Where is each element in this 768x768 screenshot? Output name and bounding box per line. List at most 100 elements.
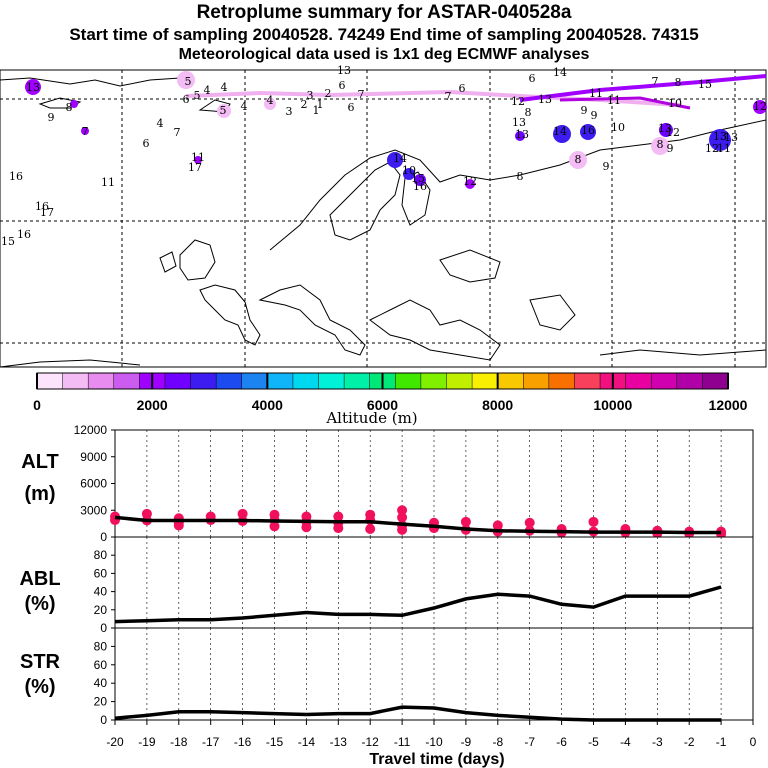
x-tick-label: -17 <box>202 735 220 749</box>
map-day-label: 1 <box>313 104 320 117</box>
map-day-label: 11 <box>717 142 731 155</box>
colorbar-swatch <box>574 372 601 390</box>
x-tick-label: -10 <box>425 735 443 749</box>
plume-cluster-dot <box>515 131 525 141</box>
altitude-point <box>333 523 344 534</box>
x-tick-label: -13 <box>330 735 348 749</box>
colorbar-swatch <box>62 372 89 390</box>
map-day-label: 6 <box>143 137 150 150</box>
series-line <box>114 585 722 624</box>
map-day-label: 16 <box>581 124 595 137</box>
colorbar-swatch <box>318 372 345 390</box>
panel-ylabel: ALT <box>21 451 58 473</box>
plume-cluster-dot <box>651 137 669 155</box>
colorbar-swatch <box>676 372 704 390</box>
y-tick-label: 0 <box>100 713 107 727</box>
map-day-label: 13 <box>337 64 351 77</box>
map-day-label: 9 <box>667 142 674 155</box>
panel-ylabel-unit: (%) <box>24 593 55 615</box>
plume-track-east <box>559 96 691 110</box>
x-tick-label: -5 <box>588 735 599 749</box>
panel-ylabel-unit: (m) <box>24 483 55 505</box>
map-day-label: 8 <box>575 153 582 166</box>
plume-track-upper <box>519 74 767 102</box>
map-day-label: 13 <box>512 116 526 129</box>
map-frame <box>0 69 767 368</box>
colorbar-swatch <box>113 372 141 390</box>
plume-cluster-dot <box>264 98 276 110</box>
map-day-label: 6 <box>459 82 466 95</box>
map-day-label: 9 <box>581 104 588 117</box>
plume-cluster-dot <box>25 79 41 95</box>
panel-ylabel-unit: (%) <box>24 676 55 698</box>
colorbar-swatch <box>36 372 64 390</box>
map-day-label: 11 <box>589 87 603 100</box>
map-day-label: 16 <box>35 200 49 213</box>
plume-clusters <box>25 71 767 189</box>
panel-alt: 12000 9000 6000 3000 0 ALT (m) <box>21 423 754 544</box>
map-day-label: 6 <box>183 93 190 106</box>
plume-cluster-dot <box>217 104 231 118</box>
x-tick-label: -7 <box>524 735 535 749</box>
panel-ylabel: ABL <box>19 568 60 590</box>
y-tick-label: 40 <box>94 585 108 599</box>
colorbar-tick-label: 2000 <box>137 397 168 413</box>
colorbar-swatch <box>164 372 192 390</box>
altitude-point <box>588 516 599 527</box>
colorbar-swatch <box>471 372 499 390</box>
y-tick-label: 20 <box>94 695 108 709</box>
colorbar-swatch <box>625 372 652 390</box>
x-tick-label: -14 <box>298 735 316 749</box>
map-day-label: 11 <box>607 94 621 107</box>
colorbar-tick-label: 10000 <box>593 397 632 413</box>
colorbar-swatch <box>702 372 729 390</box>
map-day-label: 8 <box>517 170 524 183</box>
map-day-label: 7 <box>445 90 452 103</box>
map-day-label: 10 <box>402 164 416 177</box>
map-day-label: 5 <box>220 104 227 117</box>
x-tick-label: -18 <box>170 735 188 749</box>
colorbar-swatch <box>267 372 294 390</box>
altitude-point <box>301 522 312 533</box>
altitude-point <box>397 505 408 516</box>
y-tick-label: 6000 <box>80 477 107 491</box>
map-day-label: 1 <box>317 98 324 111</box>
y-tick-label: 80 <box>94 548 108 562</box>
x-tick-label: -6 <box>556 735 567 749</box>
map-day-label: 7 <box>358 88 365 101</box>
map-day-label: 16 <box>9 170 23 183</box>
x-tick-label: -11 <box>394 735 411 749</box>
map-day-label: 15 <box>411 172 425 185</box>
map-day-label: 14 <box>393 152 407 165</box>
map-day-label: 14 <box>553 125 567 138</box>
colorbar-swatch <box>395 372 422 390</box>
y-tick-label: 0 <box>100 621 107 635</box>
map-day-label: 4 <box>157 117 164 130</box>
colorbar-label: Altitude (m) <box>325 409 417 427</box>
altitude-point <box>269 521 280 532</box>
map-day-label: 7 <box>82 125 89 138</box>
x-tick-label: -16 <box>234 735 252 749</box>
map-day-label: 11 <box>191 151 205 164</box>
map-day-label: 12 <box>511 95 525 108</box>
colorbar-tick-label: 0 <box>33 397 41 413</box>
map-day-label: 17 <box>188 161 202 174</box>
plume-cluster-dot <box>753 100 767 114</box>
map-day-label: 13 <box>724 131 738 144</box>
y-tick-label: 0 <box>100 530 107 544</box>
colorbar-swatch <box>215 372 243 390</box>
map-day-label: 16 <box>17 228 31 241</box>
x-tick-label: -19 <box>138 735 156 749</box>
plume-cluster-dot <box>414 174 426 186</box>
map-day-label: 2 <box>301 98 308 111</box>
sampling-time-subtitle: Start time of sampling 20040528. 74249 E… <box>69 25 699 44</box>
colorbar-swatch <box>292 372 320 390</box>
y-tick-label: 3000 <box>80 503 107 517</box>
y-tick-label: 9000 <box>80 450 107 464</box>
map-day-label: 13 <box>538 93 552 106</box>
map-day-label: 3 <box>286 105 293 118</box>
colorbar-tick-label: 6000 <box>367 397 398 413</box>
map-day-label: 5 <box>194 89 201 102</box>
y-tick-label: 40 <box>94 676 108 690</box>
